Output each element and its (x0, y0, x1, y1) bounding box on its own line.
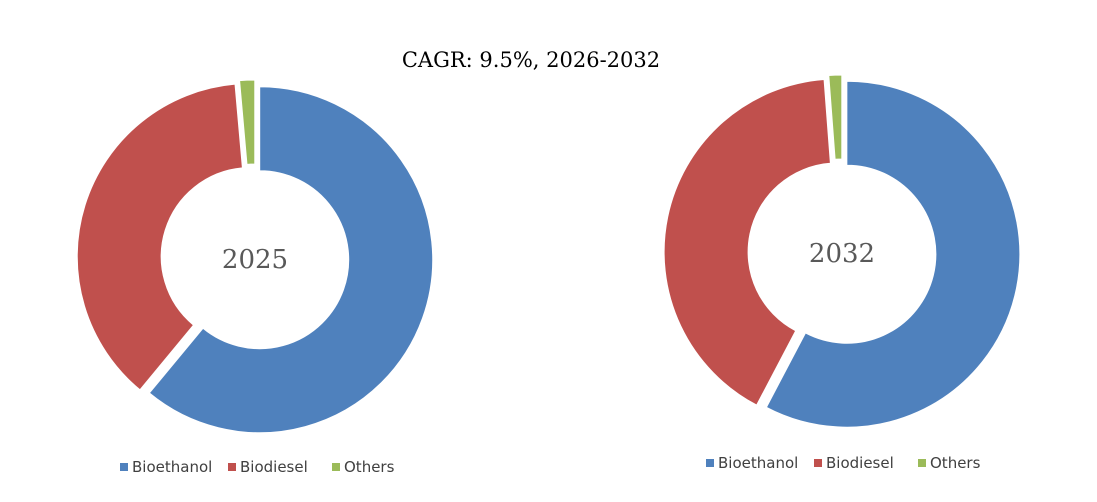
legend-label: Others (930, 454, 981, 472)
legend-item-bioethanol: Bioethanol (706, 454, 798, 472)
legend-item-others: Others (332, 458, 395, 476)
legend-item-others: Others (918, 454, 981, 472)
legend-item-biodiesel: Biodiesel (228, 458, 308, 476)
legend-swatch (332, 463, 340, 471)
legend-item-bioethanol: Bioethanol (120, 458, 212, 476)
center-year-label: 2025 (222, 245, 288, 275)
legend-label: Bioethanol (718, 454, 798, 472)
legend-swatch (228, 463, 236, 471)
slice-others (239, 79, 256, 165)
donut-chart-2032: 2032 Bioethanol Biodiesel Others (663, 74, 1021, 472)
legend-2032: Bioethanol Biodiesel Others (706, 454, 981, 472)
slice-bioethanol (765, 80, 1021, 428)
slice-biodiesel (663, 78, 831, 406)
legend-label: Others (344, 458, 395, 476)
legend-swatch (814, 459, 822, 467)
legend-swatch (918, 459, 926, 467)
legend-label: Biodiesel (240, 458, 308, 476)
center-year-label: 2032 (809, 239, 875, 269)
legend-label: Bioethanol (132, 458, 212, 476)
slice-biodiesel (76, 83, 243, 391)
chart-headline: CAGR: 9.5%, 2026-2032 (402, 48, 660, 72)
legend-item-biodiesel: Biodiesel (814, 454, 894, 472)
donut-chart-2025: 2025 Bioethanol Biodiesel Others (76, 79, 434, 476)
slice-bioethanol (148, 86, 434, 434)
legend-label: Biodiesel (826, 454, 894, 472)
slice-others (828, 74, 843, 160)
legend-swatch (706, 459, 714, 467)
legend-2025: Bioethanol Biodiesel Others (120, 458, 395, 476)
legend-swatch (120, 463, 128, 471)
